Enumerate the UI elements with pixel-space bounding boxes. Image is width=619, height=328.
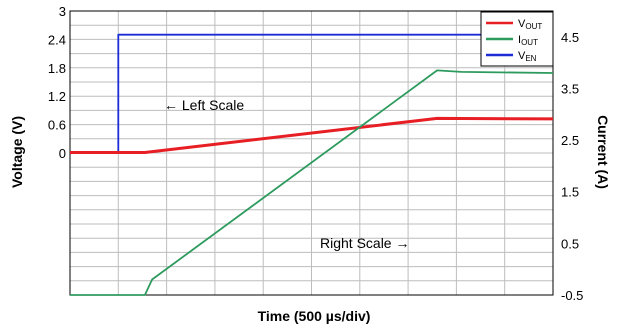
y-left-tick-label: 1.2 xyxy=(48,89,66,104)
y-left-tick-label: 2.4 xyxy=(48,32,66,47)
y-left-tick-label: 3 xyxy=(59,4,66,19)
series-layer xyxy=(70,33,554,296)
left-scale-annotation: ← Left Scale xyxy=(164,97,244,113)
y-left-tick-label: 1.8 xyxy=(48,61,66,76)
right-axis-ticks: 4.5 3.5 2.5 1.5 0.5 -0.5 xyxy=(561,30,583,303)
y-right-tick-label: -0.5 xyxy=(561,288,583,303)
y-right-tick-label: 0.5 xyxy=(561,236,579,251)
y-right-tick-label: 1.5 xyxy=(561,185,579,200)
y-left-tick-label: 0.6 xyxy=(48,118,66,133)
y-right-tick-label: 4.5 xyxy=(561,30,579,45)
right-scale-annotation: Right Scale → xyxy=(320,235,409,251)
y-right-tick-label: 3.5 xyxy=(561,81,579,96)
legend-label: IOUT xyxy=(518,34,538,47)
legend: VOUT IOUT VEN xyxy=(480,11,554,67)
x-axis-title: Time (500 µs/div) xyxy=(258,308,371,324)
left-axis-ticks: 3 2.4 1.8 1.2 0.6 0 xyxy=(48,4,66,161)
grid xyxy=(69,10,554,296)
y-left-axis-title: Voltage (V) xyxy=(9,116,25,188)
legend-label: VOUT xyxy=(518,18,542,31)
y-left-tick-label: 0 xyxy=(59,146,66,161)
y-right-tick-label: 2.5 xyxy=(561,133,579,148)
vout-line xyxy=(70,116,554,154)
legend-label: VEN xyxy=(518,50,537,63)
y-right-axis-title: Current (A) xyxy=(595,115,611,189)
iout-line xyxy=(70,69,554,296)
